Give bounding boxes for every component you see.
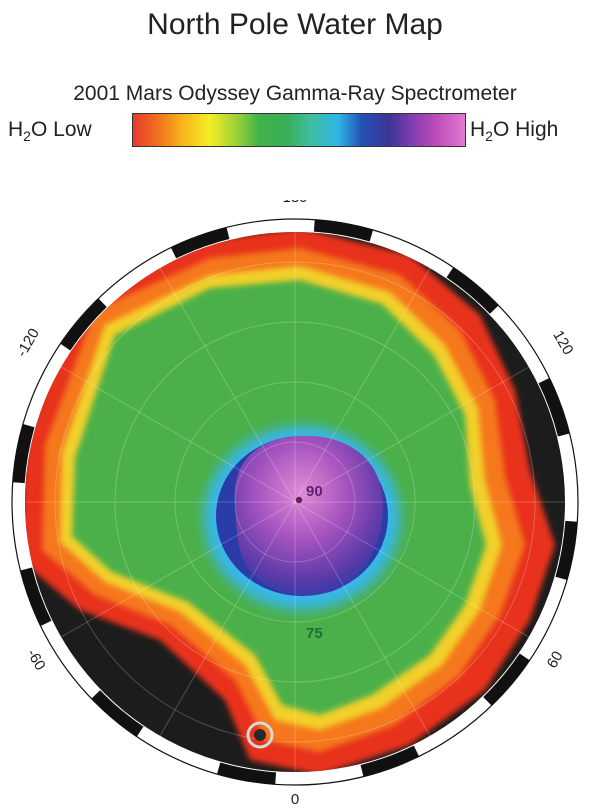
ring-tick [170,227,230,259]
ring-tick [60,298,107,351]
ring-tick [483,653,530,706]
north-pole-marker [295,496,303,504]
ring-tick [12,423,35,484]
ring-tick [555,520,578,581]
ring-ticks [12,219,578,785]
ring-tick [446,267,499,314]
lon-label-minus-120: -120 [13,325,43,360]
meridian-line [60,366,530,638]
ring-tick [91,690,144,737]
ring-tick [313,219,374,242]
lon-label-0: 0 [291,791,299,805]
latitude-circle [234,441,356,563]
water-colorbar [132,113,466,147]
lon-label-60: 60 [544,648,567,671]
scale-high-label: H2O High [470,118,559,145]
polar-map: 90 75 180 0 -120 120 -60 60 [10,200,580,805]
map-disc [25,232,565,772]
polar-cap [234,435,384,596]
lon-label-minus-60: -60 [23,646,49,673]
scale-low-label: H2O Low [8,118,92,145]
graticule-lines [25,232,565,772]
ring-tick [216,762,277,785]
lat-label-90: 90 [306,483,323,500]
crater [246,721,274,749]
latitude-circle [174,381,416,623]
crater-center [254,729,266,741]
polar-map-svg: 90 75 180 0 -120 120 -60 60 [11,200,579,805]
ring-tick [538,377,570,437]
ring-tick [360,745,420,777]
ring-tick [20,567,52,627]
meridian-line [60,366,530,638]
lon-label-180: 180 [282,200,307,206]
lat-label-75: 75 [306,625,323,642]
meridian-line [159,267,431,737]
latitude-circle [114,321,476,683]
map-subtitle: 2001 Mars Odyssey Gamma-Ray Spectrometer [73,82,517,105]
lon-label-120: 120 [549,328,576,358]
meridian-line [159,267,431,737]
latitude-circle [54,261,536,743]
map-title: North Pole Water Map [147,8,443,41]
